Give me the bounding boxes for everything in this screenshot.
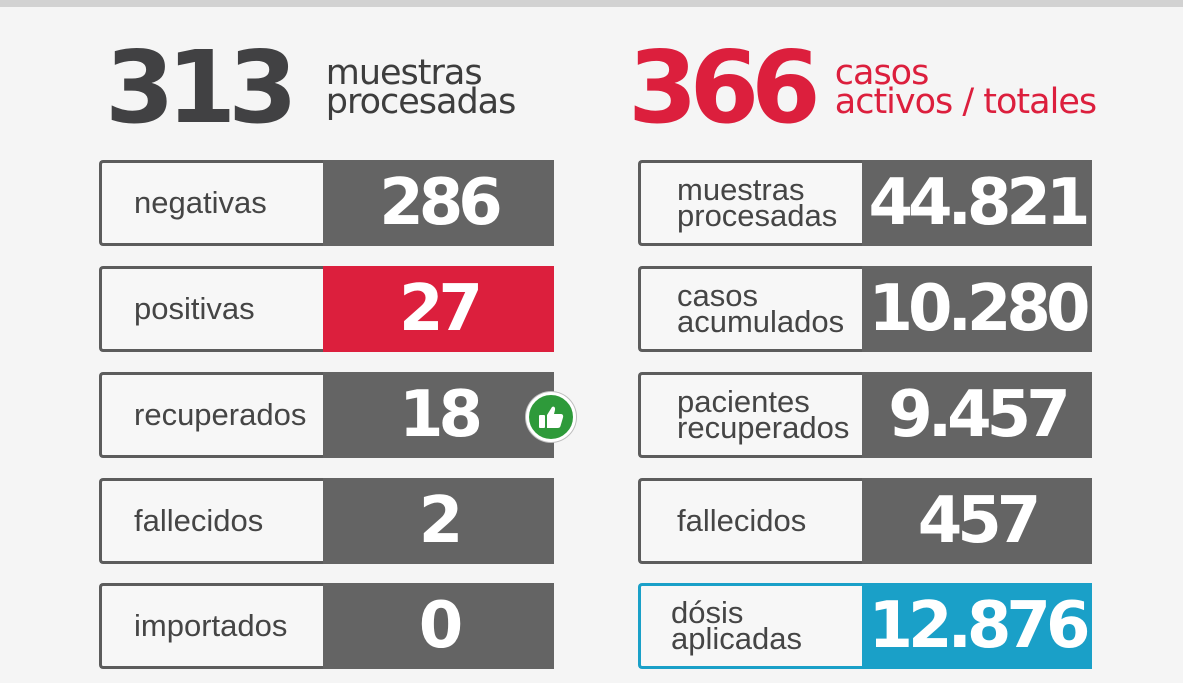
active-cases-number: 366 [628, 29, 821, 146]
active-cases-caption: casos activos / totales [834, 53, 1097, 122]
active-cases-headline: 366 casos activos / totales [628, 29, 1097, 146]
stat-label-line: procesadas [677, 198, 838, 233]
stat-value: 286 [323, 160, 554, 246]
thumbs-up-glyph [539, 406, 564, 428]
stat-label: pacientes recuperados [638, 372, 864, 458]
stat-value: 2 [323, 478, 554, 564]
stat-value: 18 [323, 372, 554, 458]
caption-line: casos [834, 53, 930, 93]
stat-label: importados [99, 583, 325, 669]
samples-processed-headline: 313 muestras procesadas [105, 29, 517, 146]
stat-label-line: pacientes [677, 384, 810, 419]
stat-label: negativas [99, 160, 325, 246]
stat-label: fallecidos [638, 478, 864, 564]
caption-line: activos / totales [834, 82, 1097, 122]
stat-value: 10.280 [862, 266, 1092, 352]
samples-processed-number: 313 [105, 29, 298, 146]
stat-value: 0 [323, 583, 554, 669]
stat-value: 457 [862, 478, 1092, 564]
samples-processed-caption: muestras procesadas [325, 53, 517, 122]
stat-label-line: recuperados [677, 410, 850, 445]
caption-line: procesadas [325, 82, 517, 122]
stat-label: recuperados [99, 372, 325, 458]
stat-value: 44.821 [862, 160, 1092, 246]
stat-label: muestras procesadas [638, 160, 864, 246]
top-divider [0, 0, 1183, 7]
stat-label-line: acumulados [677, 304, 845, 339]
stat-value: 12.876 [862, 583, 1092, 669]
caption-line: muestras [325, 53, 483, 93]
stat-label: casos acumulados [638, 266, 864, 352]
stat-label: dósis aplicadas [638, 583, 864, 669]
stat-value: 27 [323, 266, 554, 352]
stat-value: 9.457 [862, 372, 1092, 458]
stat-label: fallecidos [99, 478, 325, 564]
stat-label: positivas [99, 266, 325, 352]
stat-label-line: casos [677, 278, 758, 313]
stat-label-line: muestras [677, 172, 805, 207]
thumbs-up-icon [526, 392, 576, 442]
